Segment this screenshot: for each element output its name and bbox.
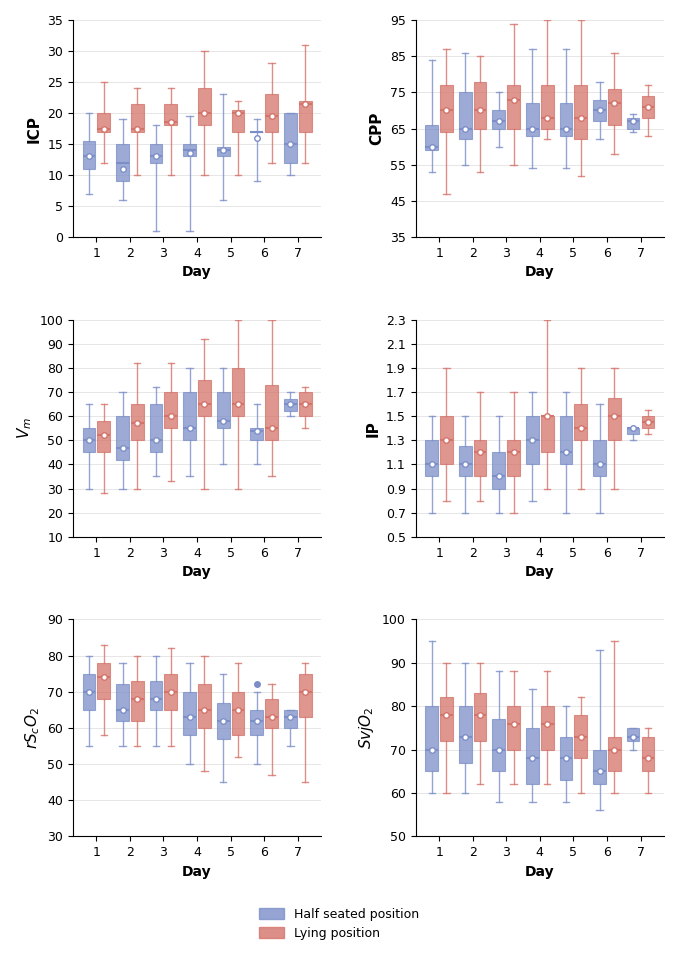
PathPatch shape	[608, 88, 621, 125]
PathPatch shape	[83, 429, 95, 453]
PathPatch shape	[492, 111, 505, 129]
PathPatch shape	[164, 104, 177, 126]
X-axis label: Day: Day	[182, 265, 212, 280]
Y-axis label: $rS_cO_2$: $rS_cO_2$	[23, 707, 41, 749]
PathPatch shape	[232, 110, 244, 132]
PathPatch shape	[593, 750, 606, 784]
PathPatch shape	[574, 404, 587, 440]
PathPatch shape	[183, 144, 196, 157]
PathPatch shape	[425, 440, 438, 477]
PathPatch shape	[149, 680, 162, 710]
PathPatch shape	[507, 706, 520, 750]
PathPatch shape	[97, 113, 110, 132]
PathPatch shape	[526, 103, 539, 136]
PathPatch shape	[540, 86, 553, 129]
PathPatch shape	[608, 398, 621, 440]
PathPatch shape	[507, 86, 520, 129]
PathPatch shape	[149, 144, 162, 162]
PathPatch shape	[642, 96, 655, 117]
PathPatch shape	[459, 446, 472, 477]
PathPatch shape	[574, 715, 587, 758]
PathPatch shape	[299, 674, 312, 717]
PathPatch shape	[198, 684, 210, 727]
PathPatch shape	[131, 404, 144, 440]
PathPatch shape	[251, 429, 263, 440]
PathPatch shape	[627, 727, 640, 741]
PathPatch shape	[559, 736, 572, 780]
Y-axis label: CPP: CPP	[369, 111, 384, 145]
PathPatch shape	[97, 663, 110, 699]
PathPatch shape	[540, 706, 553, 750]
Y-axis label: IP: IP	[365, 420, 380, 436]
PathPatch shape	[217, 147, 230, 157]
PathPatch shape	[559, 103, 572, 136]
PathPatch shape	[627, 117, 640, 129]
PathPatch shape	[83, 674, 95, 710]
PathPatch shape	[265, 94, 278, 132]
PathPatch shape	[149, 404, 162, 453]
PathPatch shape	[265, 699, 278, 727]
PathPatch shape	[507, 440, 520, 477]
PathPatch shape	[131, 680, 144, 721]
Y-axis label: $SvjO_2$: $SvjO_2$	[357, 706, 376, 750]
PathPatch shape	[459, 706, 472, 763]
PathPatch shape	[217, 702, 230, 739]
X-axis label: Day: Day	[525, 265, 555, 280]
X-axis label: Day: Day	[182, 565, 212, 579]
PathPatch shape	[299, 101, 312, 132]
PathPatch shape	[284, 399, 297, 411]
PathPatch shape	[474, 693, 486, 741]
PathPatch shape	[83, 141, 95, 169]
PathPatch shape	[593, 440, 606, 477]
PathPatch shape	[492, 453, 505, 488]
PathPatch shape	[183, 692, 196, 735]
PathPatch shape	[492, 719, 505, 772]
PathPatch shape	[116, 416, 129, 459]
PathPatch shape	[116, 684, 129, 721]
PathPatch shape	[608, 736, 621, 772]
X-axis label: Day: Day	[525, 865, 555, 878]
PathPatch shape	[284, 710, 297, 727]
Y-axis label: $V_m$: $V_m$	[15, 417, 34, 439]
Legend: Half seated position, Lying position: Half seated position, Lying position	[255, 903, 424, 945]
PathPatch shape	[574, 86, 587, 139]
PathPatch shape	[164, 674, 177, 710]
PathPatch shape	[526, 416, 539, 464]
PathPatch shape	[440, 416, 453, 464]
PathPatch shape	[540, 416, 553, 453]
PathPatch shape	[440, 86, 453, 133]
PathPatch shape	[627, 429, 640, 434]
PathPatch shape	[425, 706, 438, 772]
PathPatch shape	[164, 392, 177, 429]
PathPatch shape	[265, 384, 278, 440]
PathPatch shape	[459, 92, 472, 139]
PathPatch shape	[198, 88, 210, 126]
X-axis label: Day: Day	[525, 565, 555, 579]
PathPatch shape	[593, 100, 606, 121]
X-axis label: Day: Day	[182, 865, 212, 878]
PathPatch shape	[232, 368, 244, 416]
PathPatch shape	[116, 144, 129, 182]
PathPatch shape	[198, 380, 210, 416]
PathPatch shape	[299, 392, 312, 416]
PathPatch shape	[232, 692, 244, 735]
PathPatch shape	[474, 82, 486, 129]
PathPatch shape	[183, 392, 196, 440]
Y-axis label: ICP: ICP	[26, 114, 41, 142]
PathPatch shape	[251, 710, 263, 735]
PathPatch shape	[131, 104, 144, 132]
PathPatch shape	[284, 113, 297, 162]
PathPatch shape	[440, 698, 453, 741]
PathPatch shape	[474, 440, 486, 477]
PathPatch shape	[526, 727, 539, 784]
PathPatch shape	[217, 392, 230, 429]
PathPatch shape	[97, 421, 110, 453]
PathPatch shape	[425, 125, 438, 150]
PathPatch shape	[559, 416, 572, 464]
PathPatch shape	[642, 736, 655, 772]
PathPatch shape	[642, 416, 655, 429]
